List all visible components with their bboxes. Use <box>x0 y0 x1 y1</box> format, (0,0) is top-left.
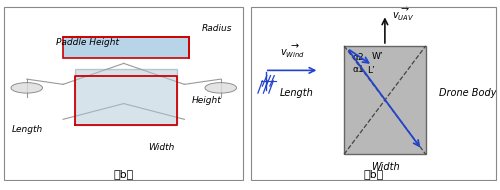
Text: α1: α1 <box>352 65 364 74</box>
Text: α2: α2 <box>352 53 364 62</box>
Text: Drone Body: Drone Body <box>439 88 496 98</box>
Text: （b）: （b） <box>364 169 384 179</box>
Text: （b）: （b） <box>114 169 134 179</box>
Text: L’: L’ <box>368 66 376 75</box>
Text: Width: Width <box>370 162 399 172</box>
Ellipse shape <box>11 83 42 93</box>
Text: Paddle Height: Paddle Height <box>56 38 119 47</box>
Text: $\overrightarrow{v_{Wind}}$: $\overrightarrow{v_{Wind}}$ <box>280 43 304 60</box>
Bar <box>344 46 426 154</box>
Text: Height: Height <box>192 96 222 105</box>
Text: $\overrightarrow{v_{UAV}}$: $\overrightarrow{v_{UAV}}$ <box>392 6 415 23</box>
Text: Width: Width <box>148 143 174 152</box>
Bar <box>75 69 177 125</box>
Text: W’: W’ <box>372 52 383 61</box>
Bar <box>63 37 189 58</box>
Text: Length: Length <box>280 88 314 98</box>
Ellipse shape <box>205 83 236 93</box>
Text: Radius: Radius <box>202 24 232 33</box>
Text: Length: Length <box>12 125 44 134</box>
